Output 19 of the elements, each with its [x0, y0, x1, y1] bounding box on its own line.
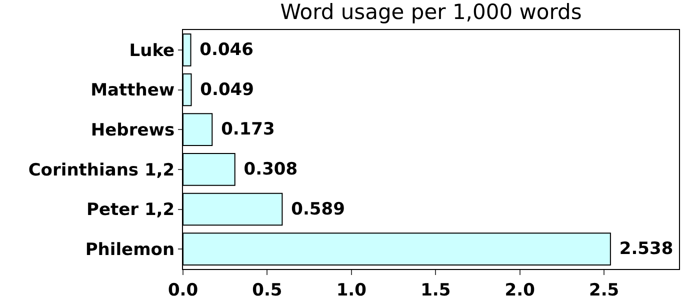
data-label: 0.173 [215, 120, 275, 140]
data-label: 2.538 [613, 239, 674, 260]
y-tick-label: Hebrews [90, 120, 175, 141]
y-tick-label: Peter 1,2 [86, 200, 175, 220]
y-tick-label: Corinthians 1,2 [28, 160, 175, 180]
data-label: 0.049 [194, 80, 254, 100]
data-label: 0.308 [238, 159, 298, 180]
data-label: 0.589 [285, 199, 345, 220]
data-label: 0.046 [194, 40, 254, 60]
y-tick-label: Luke [129, 40, 175, 61]
x-tick-label: 2.5 [588, 280, 620, 300]
x-tick-label: 1.0 [336, 280, 367, 300]
y-tick-label: Philemon [85, 240, 175, 260]
x-tick-label: 2.0 [504, 280, 536, 300]
chart-title: Word usage per 1,000 words [280, 0, 582, 24]
y-tick-label: Matthew [90, 80, 175, 101]
x-tick-label: 0.5 [252, 280, 282, 300]
x-tick-label: 0.0 [168, 280, 198, 300]
x-tick-label: 1.5 [420, 280, 451, 300]
